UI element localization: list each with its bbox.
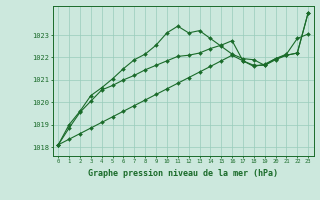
X-axis label: Graphe pression niveau de la mer (hPa): Graphe pression niveau de la mer (hPa) bbox=[88, 169, 278, 178]
